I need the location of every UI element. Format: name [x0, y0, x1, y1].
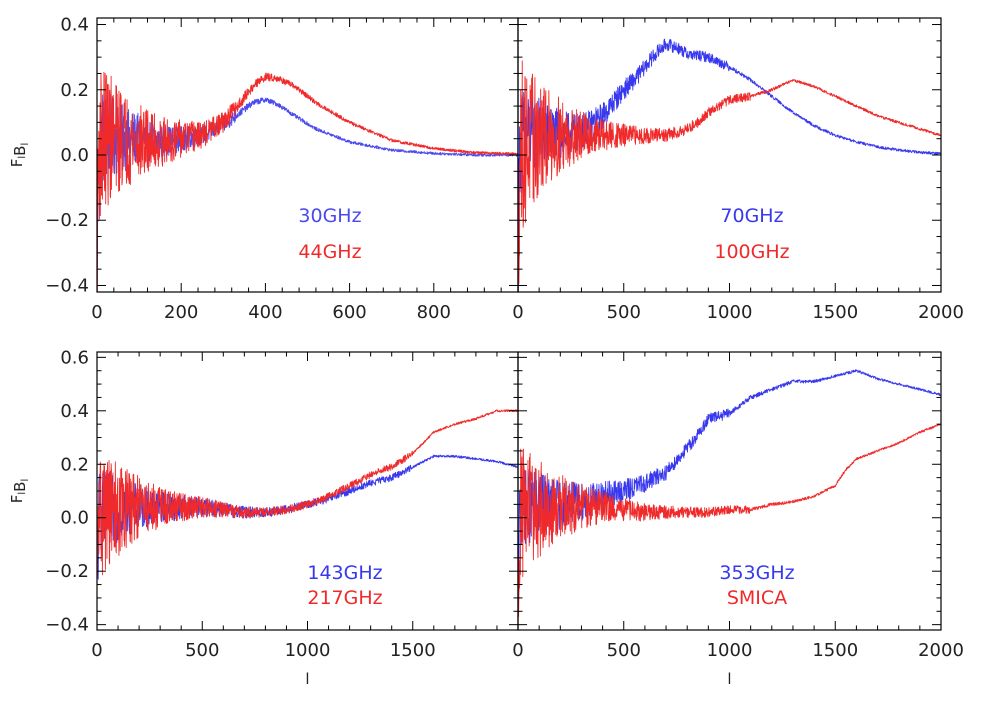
x-tick-label: 500: [185, 640, 219, 661]
y-tick-label: −0.4: [45, 275, 89, 296]
x-tick-label: 400: [248, 302, 282, 323]
series-line-353ghz: [518, 369, 941, 593]
y-tick-label: −0.4: [45, 615, 89, 636]
y-tick-label: 0.2: [60, 80, 89, 101]
legend-label-30ghz: 30GHz: [298, 205, 361, 227]
x-tick-label: 1000: [285, 640, 331, 661]
x-tick-label: 1000: [707, 302, 753, 323]
x-tick-label: 1500: [812, 302, 858, 323]
legend-label-smica: SMICA: [727, 587, 787, 609]
x-tick-label: 1500: [812, 640, 858, 661]
y-axis-title: FlBl: [8, 479, 31, 504]
x-tick-label: 0: [512, 302, 523, 323]
x-tick-label: 800: [417, 302, 451, 323]
y-axis-title: FlBl: [8, 143, 31, 168]
x-tick-label: 500: [607, 302, 641, 323]
x-tick-label: 200: [164, 302, 198, 323]
y-tick-label: 0.4: [60, 401, 89, 422]
series-group: [97, 71, 518, 292]
chart-panels: 0 200 400 600 800 0.4 0.2 0.0 −0.2 −0.4 FlBl 30GHz 4…: [8, 15, 964, 688]
x-tick-label: 1500: [390, 640, 436, 661]
legend-label-217ghz: 217GHz: [307, 587, 382, 609]
x-tick-label: 2000: [918, 302, 964, 323]
x-axis-title: l: [305, 670, 309, 688]
y-tick-label: 0.6: [60, 347, 89, 368]
legend-label-143ghz: 143GHz: [307, 562, 382, 584]
legend-label-353ghz: 353GHz: [719, 562, 794, 584]
legend-label-100ghz: 100GHz: [714, 241, 789, 263]
x-tick-label: 0: [91, 640, 102, 661]
x-tick-label: 0: [512, 640, 523, 661]
panel-bottom-right: 0 500 1000 1500 2000 l 353GHz SMICA: [512, 351, 964, 688]
x-tick-label: 500: [607, 640, 641, 661]
y-tick-label: −0.2: [45, 561, 89, 582]
series-group: [518, 369, 941, 618]
series-line-44ghz: [97, 71, 518, 292]
x-tick-label: 0: [91, 302, 102, 323]
y-tick-label: 0.0: [60, 508, 89, 529]
x-tick-label: 2000: [918, 640, 964, 661]
y-tick-label: 0.4: [60, 15, 89, 36]
x-tick-label: 1000: [707, 640, 753, 661]
x-tick-label: 600: [332, 302, 366, 323]
series-line-smica: [518, 423, 941, 618]
series-group: [97, 409, 518, 585]
panel-top-right: 0 500 1000 1500 2000 70GHz 100GHz: [512, 17, 964, 323]
panel-top-left: 0 200 400 600 800 0.4 0.2 0.0 −0.2 −0.4 FlBl 30GHz 4…: [8, 15, 519, 323]
series-line-217ghz: [97, 409, 518, 578]
y-tick-label: 0.0: [60, 145, 89, 166]
legend-label-70ghz: 70GHz: [720, 205, 783, 227]
x-axis-title: l: [727, 670, 731, 688]
y-tick-label: −0.2: [45, 210, 89, 231]
series-group: [518, 38, 941, 292]
series-line-100ghz: [518, 60, 941, 284]
panel-bottom-left: 0 500 1000 1500 0.6 0.4 0.2 0.0 −0.2 −0.4 FlBl l 143…: [8, 347, 519, 688]
y-tick-label: 0.2: [60, 454, 89, 475]
legend-label-44ghz: 44GHz: [298, 241, 361, 263]
